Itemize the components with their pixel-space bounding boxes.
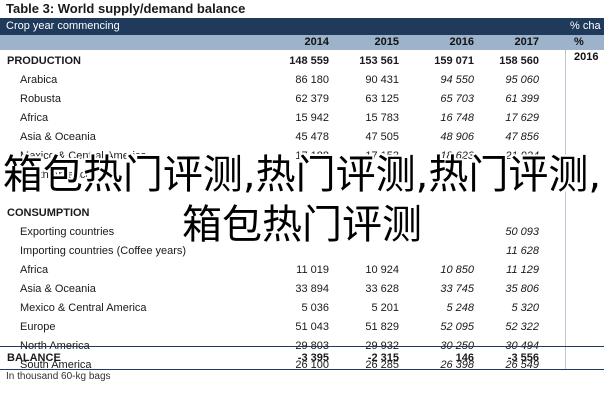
row-label: Asia & Oceania — [20, 131, 96, 143]
cell: 17 153 — [365, 150, 399, 162]
cell: 26 549 — [505, 359, 539, 371]
table-row: Africa 11 019 10 924 10 850 11 129 — [0, 261, 604, 280]
header-label: Crop year commencing — [6, 20, 120, 32]
cell: 11 019 — [296, 264, 329, 276]
cell: 5 320 — [511, 302, 539, 314]
table-row: South America 26 100 26 285 26 398 26 54… — [0, 356, 604, 375]
cell: 11 628 — [506, 245, 539, 257]
pct-year-header: % 2016 — [574, 36, 599, 63]
cell: 33 628 — [365, 283, 399, 295]
cell: 26 398 — [440, 359, 474, 371]
header-row-label: Crop year commencing % cha — [0, 18, 604, 35]
row-label: Importing countries (Coffee years) — [20, 245, 187, 257]
cell: 94 550 — [440, 74, 474, 86]
row-label: Africa — [20, 264, 49, 276]
cell: 17 188 — [295, 150, 329, 162]
table-row: Africa 15 942 15 783 16 748 17 629 — [0, 109, 604, 128]
cell: 47 856 — [505, 131, 539, 143]
column-divider — [565, 50, 566, 370]
cell: 33 745 — [440, 283, 474, 295]
cell: 5 248 — [446, 302, 474, 314]
cell: 95 060 — [505, 74, 539, 86]
cell: 5 201 — [371, 302, 399, 314]
cell: 153 561 — [359, 55, 399, 67]
row-label: Asia & Oceania — [20, 283, 96, 295]
section-title: PRODUCTION — [7, 55, 81, 67]
cell: 51 043 — [295, 321, 329, 333]
table-title: Table 3: World supply/demand balance — [6, 1, 246, 16]
year-header: 2017 — [514, 36, 539, 48]
section-row-consumption: CONSUMPTION — [0, 204, 604, 223]
row-label: Arabica — [20, 74, 58, 86]
row-label: South America — [20, 359, 92, 371]
cell: 65 703 — [440, 93, 474, 105]
cell: 62 379 — [295, 93, 329, 105]
cell: 18 623 — [440, 150, 474, 162]
cell: -2 315 — [367, 352, 399, 364]
cell: 15 942 — [295, 112, 329, 124]
footnote: In thousand 60-kg bags — [6, 371, 111, 382]
table-bottom-divider — [0, 369, 604, 370]
row-label: South America — [20, 169, 92, 181]
cell: 10 924 — [365, 264, 399, 276]
cell: 45 478 — [295, 131, 329, 143]
table-row: Importing countries (Coffee years) 11 62… — [0, 242, 604, 261]
table-body: PRODUCTION 148 559 153 561 159 071 158 5… — [0, 52, 604, 375]
cell: 48 906 — [440, 131, 474, 143]
cell: 35 806 — [505, 283, 539, 295]
cell: 159 071 — [434, 55, 474, 67]
table-row: Exporting countries 50 093 — [0, 223, 604, 242]
cell: 47 505 — [365, 131, 399, 143]
cell: 158 560 — [499, 55, 539, 67]
table-row: Arabica 86 180 90 431 94 550 95 060 — [0, 71, 604, 90]
row-label: Mexico & Central America — [20, 150, 147, 162]
cell: 52 095 — [440, 321, 474, 333]
cell: 51 829 — [365, 321, 399, 333]
section-row-production: PRODUCTION 148 559 153 561 159 071 158 5… — [0, 52, 604, 71]
cell: 90 431 — [365, 74, 399, 86]
cell: 16 748 — [440, 112, 474, 124]
cell: 26 100 — [295, 359, 329, 371]
balance-label: BALANCE — [7, 352, 61, 364]
cell: 17 629 — [505, 112, 539, 124]
table-row: Asia & Oceania 33 894 33 628 33 745 35 8… — [0, 280, 604, 299]
row-label: Europe — [20, 321, 56, 333]
table-row: Asia & Oceania 45 478 47 505 48 906 47 8… — [0, 128, 604, 147]
cell: 86 180 — [295, 74, 329, 86]
header-row-years: 2014 2015 2016 2017 % 2016 — [0, 35, 604, 63]
cell: 33 894 — [295, 283, 329, 295]
cell: 11 129 — [506, 264, 539, 276]
year-header: 2016 — [449, 36, 474, 48]
row-label: Exporting countries — [20, 226, 115, 238]
cell: 146 — [455, 352, 474, 364]
balance-row: BALANCE -3 395 -2 315 146 -3 556 — [0, 349, 604, 368]
cell: 148 559 — [289, 55, 329, 67]
row-label: Africa — [20, 112, 49, 124]
balance-divider — [0, 346, 604, 347]
spacer-row — [0, 185, 604, 204]
table-row: Robusta 62 379 63 125 65 703 61 399 — [0, 90, 604, 109]
table-row: Mexico & Central America 17 188 17 153 1… — [0, 147, 604, 166]
cell: 52 322 — [505, 321, 539, 333]
cell: 61 399 — [505, 93, 539, 105]
header-pct-label: % cha — [570, 20, 601, 32]
year-header: 2015 — [374, 36, 399, 48]
row-label: Mexico & Central America — [20, 302, 147, 314]
cell: -3 395 — [297, 352, 329, 364]
cell: 21 924 — [505, 150, 539, 162]
section-title: CONSUMPTION — [7, 207, 90, 219]
cell: 26 285 — [365, 359, 399, 371]
cell: 63 125 — [365, 93, 399, 105]
table-row: Mexico & Central America 5 036 5 201 5 2… — [0, 299, 604, 318]
cell: 5 036 — [301, 302, 329, 314]
cell: 10 850 — [440, 264, 474, 276]
cell: 50 093 — [505, 226, 539, 238]
table-row: Europe 51 043 51 829 52 095 52 322 — [0, 318, 604, 337]
table-row: South America — [0, 166, 604, 185]
cell: 15 783 — [365, 112, 399, 124]
cell: -3 556 — [507, 352, 539, 364]
year-header: 2014 — [304, 36, 329, 48]
row-label: Robusta — [20, 93, 61, 105]
